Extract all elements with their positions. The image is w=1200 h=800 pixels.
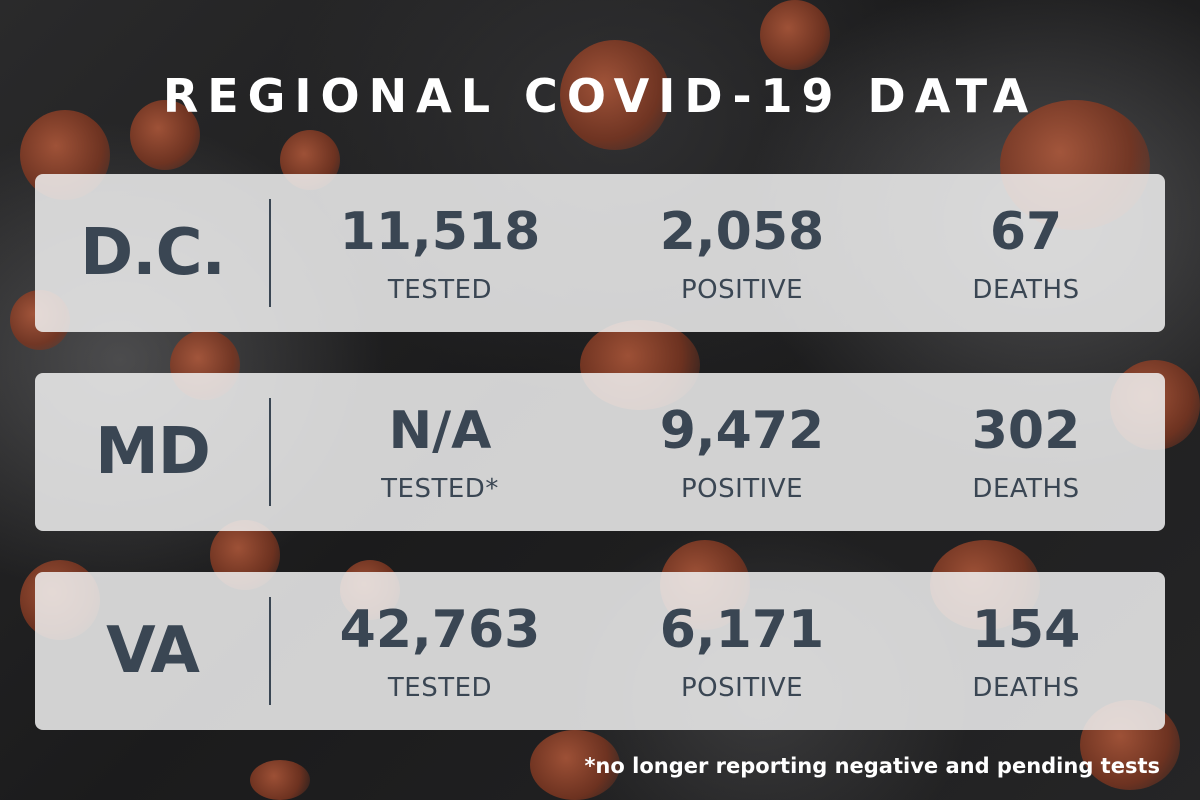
divider: [269, 597, 271, 705]
divider: [269, 398, 271, 506]
page-title: REGIONAL COVID-19 DATA: [162, 69, 1038, 123]
stat-value: N/A: [388, 401, 492, 461]
stat-label: TESTED: [387, 673, 493, 703]
region-row-dc: D.C. 11,518 TESTED 2,058 POSITIVE 67 DEA…: [35, 174, 1165, 332]
stat-label: DEATHS: [972, 673, 1080, 703]
stat-value: 9,472: [659, 401, 825, 461]
stat-label: POSITIVE: [680, 275, 804, 305]
stat-label: DEATHS: [972, 474, 1080, 504]
stat-value: 11,518: [339, 202, 541, 262]
stat-positive: 6,171 POSITIVE: [627, 572, 857, 730]
stat-value: 154: [971, 600, 1081, 660]
region-name: VA: [106, 614, 200, 688]
stat-tested: N/A TESTED*: [325, 373, 555, 531]
stat-value: 67: [989, 202, 1063, 262]
stat-positive: 9,472 POSITIVE: [627, 373, 857, 531]
region-name: MD: [95, 415, 211, 489]
region-row-va: VA 42,763 TESTED 6,171 POSITIVE 154 DEAT…: [35, 572, 1165, 730]
stat-deaths: 67 DEATHS: [911, 174, 1141, 332]
stat-label: POSITIVE: [680, 474, 804, 504]
stat-tested: 11,518 TESTED: [325, 174, 555, 332]
stat-value: 42,763: [339, 600, 541, 660]
stat-deaths: 154 DEATHS: [911, 572, 1141, 730]
stat-label: TESTED*: [381, 474, 499, 504]
stat-label: POSITIVE: [680, 673, 804, 703]
stat-value: 2,058: [659, 202, 825, 262]
stat-positive: 2,058 POSITIVE: [627, 174, 857, 332]
region-name: D.C.: [80, 216, 226, 290]
divider: [269, 199, 271, 307]
stat-label: TESTED: [387, 275, 493, 305]
stat-tested: 42,763 TESTED: [325, 572, 555, 730]
stat-value: 6,171: [659, 600, 825, 660]
footnote: *no longer reporting negative and pendin…: [584, 754, 1160, 778]
stat-label: DEATHS: [972, 275, 1080, 305]
stat-deaths: 302 DEATHS: [911, 373, 1141, 531]
region-row-md: MD N/A TESTED* 9,472 POSITIVE 302 DEATHS: [35, 373, 1165, 531]
stat-value: 302: [971, 401, 1081, 461]
